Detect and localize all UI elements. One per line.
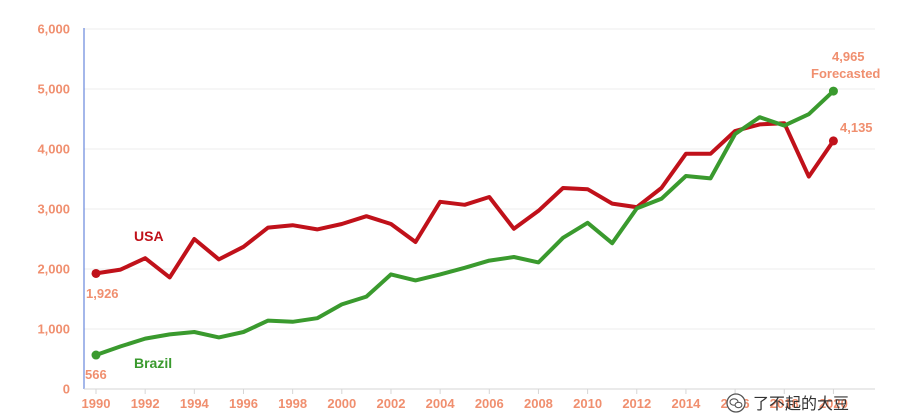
brazil-series-label: Brazil	[134, 355, 172, 371]
x-tick-label: 1998	[278, 396, 307, 411]
usa-start-point	[91, 268, 101, 278]
brazil-end-point	[828, 86, 838, 96]
wechat-icon	[726, 393, 746, 413]
brazil-start-point	[91, 350, 101, 360]
usa-line	[94, 121, 836, 280]
brazil-line	[94, 89, 836, 357]
series-lines	[91, 86, 838, 360]
x-tick-label: 2008	[524, 396, 553, 411]
x-tick-label: 2012	[622, 396, 651, 411]
forecast-label: Forecasted	[811, 66, 880, 81]
y-tick-label: 5,000	[37, 82, 70, 97]
y-tick-label: 2,000	[37, 262, 70, 277]
y-tick-label: 4,000	[37, 142, 70, 157]
watermark-text: 了不起的大豆	[753, 394, 849, 413]
x-tick-label: 2018	[770, 396, 799, 411]
usa-series-label: USA	[134, 228, 164, 244]
x-tick-label: 1994	[180, 396, 210, 411]
y-tick-label: 0	[63, 382, 70, 397]
grid-lines	[84, 28, 875, 330]
axes	[83, 28, 875, 390]
x-tick-label: 2014	[671, 396, 701, 411]
brazil-start-value-label: 566	[85, 367, 107, 382]
usa-start-value-label: 1,926	[86, 286, 119, 301]
x-tick-label: 2002	[377, 396, 406, 411]
x-tick-label: 2004	[426, 396, 456, 411]
brazil-end-value-label: 4,965	[832, 49, 865, 64]
y-axis-ticks: 0 1,000 2,000 3,000 4,000 5,000 6,000	[37, 22, 70, 397]
x-tick-label: 1990	[82, 396, 111, 411]
chart-labels: USA Brazil 1,926 566 4,135 4,965 Forecasted	[85, 49, 880, 382]
y-tick-label: 3,000	[37, 202, 70, 217]
usa-end-point	[828, 136, 838, 146]
x-tick-label: 2006	[475, 396, 504, 411]
x-tick-label: 2000	[327, 396, 356, 411]
y-tick-label: 6,000	[37, 22, 70, 37]
y-tick-label: 1,000	[37, 322, 70, 337]
x-tick-label: 2020	[819, 396, 848, 411]
watermark: 了不起的大豆	[726, 393, 849, 413]
x-tick-label: 2010	[573, 396, 602, 411]
usa-end-value-label: 4,135	[840, 120, 873, 135]
x-tick-label: 1996	[229, 396, 258, 411]
x-tick-label: 1992	[131, 396, 160, 411]
